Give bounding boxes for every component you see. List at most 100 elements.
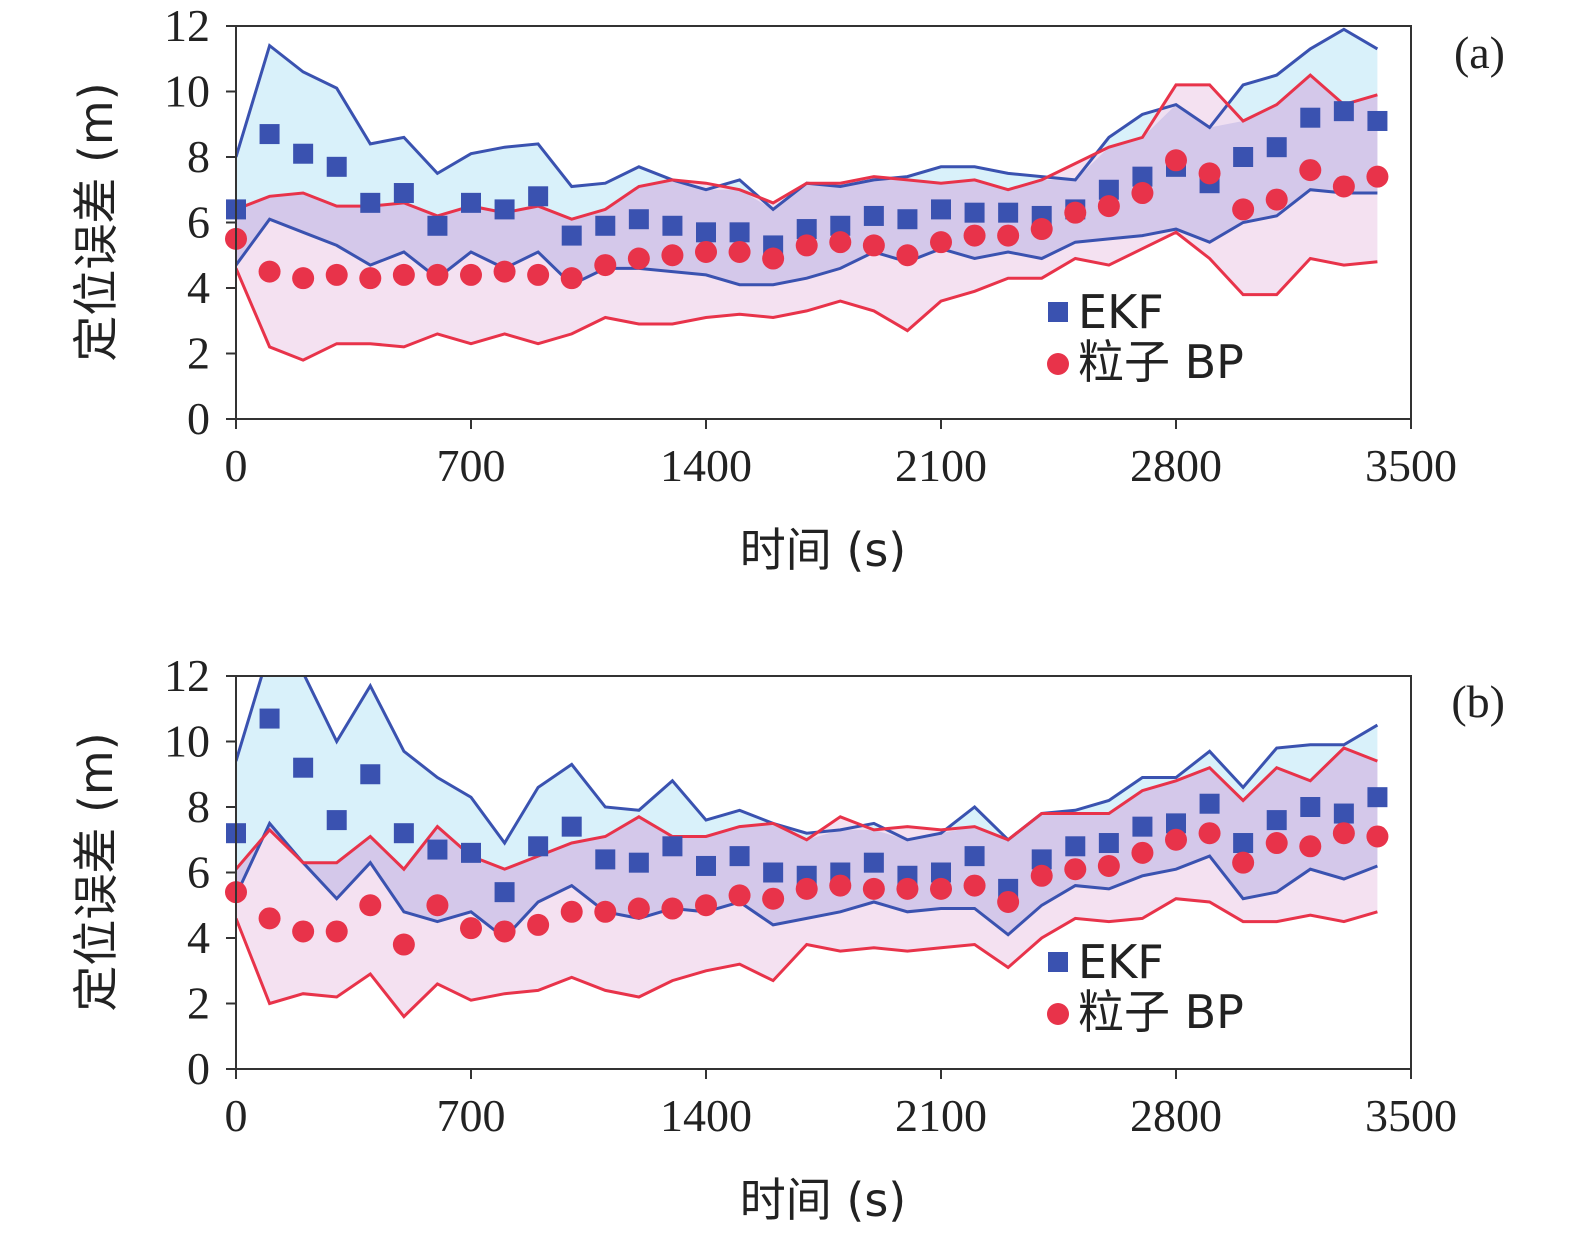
- overlap-band: [236, 748, 1378, 938]
- ekf-point: [1266, 137, 1287, 158]
- ekf-point: [595, 215, 616, 236]
- ekf-point: [729, 846, 750, 867]
- bp-point: [1232, 851, 1255, 874]
- x-tick-label: 2800: [1130, 1090, 1222, 1141]
- bp-point: [258, 260, 281, 283]
- y-axis-label: 定位误差 (m): [69, 82, 123, 361]
- legend-ekf-label: EKF: [1078, 285, 1164, 339]
- x-tick-label: 0: [225, 1090, 248, 1141]
- bp-upper-line: [236, 73, 1378, 221]
- y-tick-label: 12: [164, 0, 210, 51]
- bp-point: [1097, 195, 1120, 218]
- ekf-point: [628, 209, 649, 230]
- y-tick-label: 6: [187, 847, 210, 898]
- x-tick-label: 700: [437, 440, 506, 491]
- bp-point: [829, 231, 852, 254]
- y-tick-label: 0: [187, 393, 210, 444]
- bp-point: [258, 907, 281, 930]
- bp-point: [359, 894, 382, 917]
- ekf-point: [729, 222, 750, 243]
- bp-point: [997, 224, 1020, 247]
- bp-point: [392, 263, 415, 286]
- bp-point: [1165, 828, 1187, 851]
- ekf-point: [595, 849, 616, 870]
- bp-point: [896, 244, 919, 267]
- ekf-point: [863, 852, 884, 873]
- ekf-point: [897, 209, 918, 230]
- legend-bp-label: 粒子 BP: [1078, 985, 1244, 1039]
- bp-point: [560, 900, 583, 923]
- ekf-point: [1367, 110, 1388, 131]
- ekf-point: [863, 205, 884, 226]
- x-tick-label: 2100: [895, 1090, 987, 1141]
- ekf-point: [259, 708, 280, 729]
- bound-lines: [236, 676, 1379, 1019]
- ekf-point: [1233, 147, 1254, 167]
- legend-ekf-swatch: [1048, 952, 1068, 972]
- bp-upper-line: [236, 746, 1378, 872]
- y-tick-label: 4: [187, 262, 210, 313]
- bp-lower-line: [236, 230, 1378, 362]
- y-tick-label: 10: [164, 716, 210, 767]
- ekf-lower-line: [236, 188, 1378, 287]
- ekf-point: [1065, 836, 1086, 857]
- y-axis-ticks: 0 2 4 6 8 10 12: [164, 0, 236, 444]
- ekf-point: [561, 225, 582, 246]
- x-tick-label: 3500: [1365, 1090, 1457, 1141]
- x-tick-label: 3500: [1365, 440, 1457, 491]
- ekf-point: [326, 156, 347, 177]
- y-tick-label: 8: [187, 781, 210, 832]
- bp-point: [325, 263, 348, 286]
- bp-point: [426, 894, 449, 917]
- bp-point: [460, 917, 482, 940]
- legend-bp-swatch: [1047, 353, 1069, 375]
- ekf-point: [964, 846, 985, 867]
- bp-point: [930, 877, 952, 900]
- ekf-point: [998, 202, 1019, 223]
- bp-point: [1165, 149, 1187, 172]
- ekf-point: [1098, 833, 1119, 854]
- x-tick-label: 700: [437, 1090, 506, 1141]
- ekf-point: [696, 222, 716, 243]
- bp-point: [1265, 188, 1288, 211]
- ekf-point: [931, 199, 951, 220]
- ekf-point: [360, 192, 381, 213]
- x-tick-label: 2800: [1130, 440, 1222, 491]
- legend-bp-swatch: [1047, 1003, 1069, 1025]
- x-tick-label: 0: [225, 440, 248, 491]
- y-axis-label: 定位误差 (m): [69, 732, 123, 1011]
- bp-point: [527, 263, 550, 286]
- bp-point: [661, 244, 684, 267]
- bp-point: [963, 224, 986, 247]
- bp-point: [1097, 854, 1120, 877]
- x-axis-label: 时间 (s): [740, 1173, 906, 1227]
- ekf-point: [427, 215, 448, 236]
- x-tick-label: 1400: [660, 440, 752, 491]
- bp-point: [695, 240, 717, 263]
- bp-point: [1030, 864, 1053, 887]
- chart-panel-b: 0 2 4 6 8 10 12 0 700 1400 2100 2800 3500 (b) 时间 (s…: [69, 650, 1505, 1227]
- ekf-point: [796, 219, 817, 240]
- overlap-band: [236, 75, 1378, 285]
- x-tick-label: 1400: [660, 1090, 752, 1141]
- bp-markers: [225, 822, 1389, 956]
- bp-point: [527, 913, 550, 936]
- y-tick-label: 12: [164, 650, 210, 701]
- ekf-point: [561, 816, 582, 837]
- bp-point: [762, 247, 785, 270]
- bp-point: [997, 890, 1020, 913]
- ekf-point: [1333, 101, 1354, 122]
- ekf-point: [494, 882, 515, 903]
- bp-point: [795, 234, 818, 257]
- ekf-markers: [226, 101, 1388, 256]
- bp-point: [1265, 832, 1288, 855]
- bp-point: [594, 900, 617, 923]
- y-axis-ticks: 0 2 4 6 8 10 12: [164, 650, 236, 1094]
- bp-point: [1299, 159, 1322, 182]
- ekf-point: [662, 836, 683, 857]
- bp-point: [1232, 198, 1255, 221]
- bp-point: [1131, 182, 1154, 205]
- ekf-point: [1132, 816, 1153, 837]
- bp-point: [695, 894, 717, 917]
